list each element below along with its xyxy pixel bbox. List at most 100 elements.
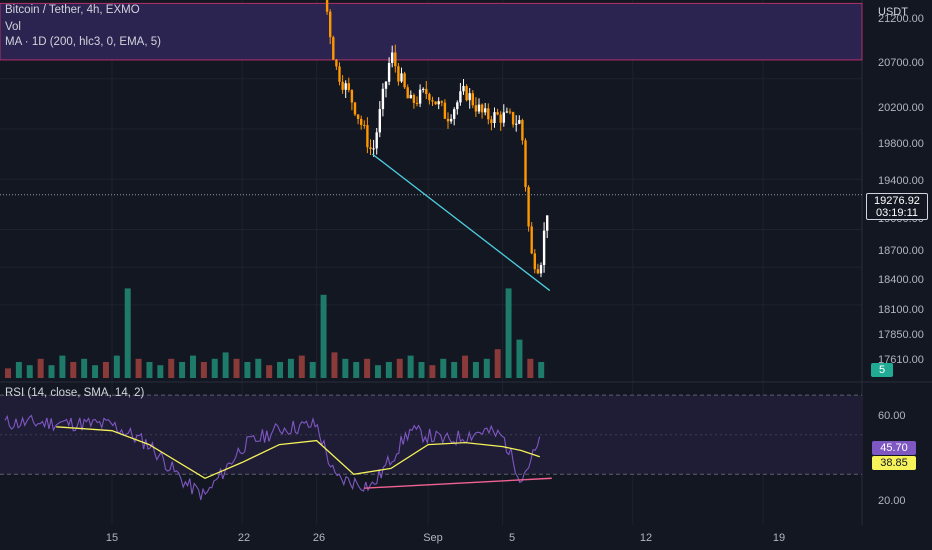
candle-body <box>465 86 468 101</box>
volume-bar <box>494 349 501 378</box>
candle-body <box>499 114 502 123</box>
candle-body <box>508 111 512 113</box>
volume-bar <box>364 358 371 378</box>
volume-legend[interactable]: Vol <box>5 21 21 33</box>
candle-body <box>449 118 453 122</box>
volume-bar <box>48 365 55 378</box>
candle-body <box>381 88 385 110</box>
candle-body <box>378 109 381 133</box>
rsi-trendline <box>364 477 552 489</box>
volume-bar <box>505 288 512 378</box>
candle-body <box>363 124 366 126</box>
candle-body <box>344 83 347 90</box>
volume-bar <box>483 358 490 378</box>
candle-body <box>350 89 354 103</box>
candle-body <box>360 118 363 125</box>
candle-body <box>505 111 509 113</box>
last-price-tag: 19276.92 03:19:11 <box>866 193 928 220</box>
grid <box>0 0 863 525</box>
candle-body <box>434 101 437 105</box>
volume-bar <box>92 365 99 378</box>
candle-body <box>372 148 375 150</box>
price-axis: 21200.00 20700.00 20200.00 19800.00 19400.00… <box>878 13 924 366</box>
currency-label[interactable]: USDT <box>878 6 908 18</box>
candle-body <box>453 109 456 119</box>
volume-bar <box>320 294 327 378</box>
candle-body <box>471 93 474 106</box>
candle-body <box>524 140 527 188</box>
volume-bar <box>538 362 545 378</box>
volume-bar <box>462 355 469 378</box>
candle-body <box>366 125 369 148</box>
candle-body <box>397 66 400 82</box>
time-tick-label: Sep <box>423 532 443 544</box>
volume-bar <box>146 362 153 378</box>
price-tick-label: 20200.00 <box>878 102 924 114</box>
volume-bar <box>244 362 251 378</box>
candle-body <box>437 101 440 105</box>
volume-bar <box>124 288 131 378</box>
volume-bar <box>59 355 66 378</box>
candle-body <box>440 101 443 103</box>
price-tick-label: 18700.00 <box>878 245 924 257</box>
rsi-legend[interactable]: RSI (14, close, SMA, 14, 2) <box>5 387 145 399</box>
candle-body <box>325 0 329 12</box>
volume-bar <box>342 358 349 378</box>
volume-bar <box>211 358 218 378</box>
candle-body <box>502 112 505 123</box>
price-tick-label: 17850.00 <box>878 329 924 341</box>
time-tick-label: 19 <box>773 532 785 544</box>
volume-bar <box>309 362 316 378</box>
bar-countdown: 03:19:11 <box>875 207 918 219</box>
volume-bar <box>277 362 284 378</box>
candle-body <box>406 87 409 99</box>
volume-bar <box>429 365 436 378</box>
candle-body <box>353 102 357 115</box>
candle-body <box>347 83 350 90</box>
rsi-tick-label: 20.00 <box>878 495 906 507</box>
volume-bar <box>255 358 262 378</box>
candle-body <box>338 66 341 82</box>
candle-body <box>527 187 530 227</box>
candle-body <box>403 73 406 88</box>
candle-body <box>546 215 549 231</box>
symbol-legend[interactable]: Bitcoin / Tether, 4h, EXMO <box>5 4 140 16</box>
price-tick-label: 19400.00 <box>878 175 924 187</box>
rsi-ma-line <box>56 426 541 480</box>
price-tick-label: 20700.00 <box>878 57 924 69</box>
time-tick-label: 15 <box>106 532 118 544</box>
volume-bar <box>200 362 207 378</box>
volume-bar <box>396 358 403 378</box>
candle-body <box>511 112 515 125</box>
candle-body <box>394 52 397 67</box>
candle-body <box>409 94 412 99</box>
candle-body <box>474 105 478 112</box>
time-tick-label: 5 <box>509 532 515 544</box>
candle-body <box>542 230 546 266</box>
candle-body <box>387 62 391 82</box>
candle-body <box>425 88 428 95</box>
candle-body <box>384 81 388 89</box>
volume-bar <box>266 365 273 378</box>
volume-bar <box>222 352 229 378</box>
volume-bar <box>418 362 425 378</box>
volume-bar <box>189 355 196 378</box>
candle-body <box>415 102 419 104</box>
price-tick-label: 18100.00 <box>878 304 924 316</box>
resistance-zone <box>0 2 863 61</box>
candle-body <box>431 100 434 102</box>
ma-legend[interactable]: MA · 1D (200, hlc3, 0, EMA, 5) <box>5 36 161 48</box>
volume-bar <box>157 365 164 378</box>
time-tick-label: 26 <box>313 532 325 544</box>
volume-bars <box>5 288 545 378</box>
candle-body <box>533 253 536 270</box>
rsi-value-badge: 45.70 <box>872 441 916 455</box>
candle-body <box>428 94 431 101</box>
price-tick-label: 21200.00 <box>878 13 924 25</box>
candle-body <box>375 132 378 149</box>
volume-bar <box>472 362 479 378</box>
candle-body <box>369 147 372 150</box>
volume-bar <box>135 358 142 378</box>
candle-body <box>456 102 459 110</box>
price-tick-label: 19800.00 <box>878 138 924 150</box>
